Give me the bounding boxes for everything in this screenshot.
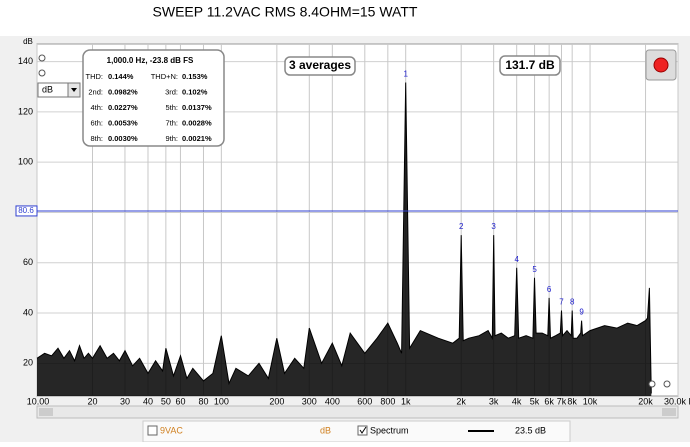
info-cell: 9th: xyxy=(165,134,178,143)
legend-trace: Spectrum xyxy=(370,425,409,435)
info-cell: 0.0137% xyxy=(182,103,212,112)
x-tick-label: 20k xyxy=(638,396,653,406)
info-cell: 0.102% xyxy=(182,87,208,96)
x-tick-label: 300 xyxy=(302,396,317,406)
spectrum-line xyxy=(36,82,652,394)
harmonic-label: 4 xyxy=(514,255,519,264)
x-tick-label: 200 xyxy=(269,396,284,406)
x-tick-label: 600 xyxy=(357,396,372,406)
x-tick-label: 30.0k Hz xyxy=(664,396,690,406)
legend-measurement: 9VAC xyxy=(160,425,183,435)
averages-box xyxy=(284,56,356,76)
harmonic-label: 2 xyxy=(459,222,464,231)
checkmark[interactable] xyxy=(359,426,367,434)
x-tick-label: 400 xyxy=(325,396,340,406)
legend-unit: dB xyxy=(320,425,331,435)
harmonic-label: 9 xyxy=(579,308,584,317)
x-tick-label: 800 xyxy=(380,396,395,406)
checkbox[interactable] xyxy=(357,425,368,436)
record-icon[interactable] xyxy=(653,57,669,73)
averages: 3 averages xyxy=(289,58,351,72)
info-cell: 7th: xyxy=(165,118,178,127)
x-tick-label: 80 xyxy=(198,396,208,406)
info-cell: 0.0021% xyxy=(182,134,212,143)
peak-readout: 131.7 dB xyxy=(505,58,555,72)
info-box xyxy=(82,49,225,147)
info-cell: THD+N: xyxy=(151,72,178,81)
x-tick-label: 4k xyxy=(512,396,522,406)
harmonic-label: 6 xyxy=(547,285,552,294)
info-cell: THD: xyxy=(86,72,104,81)
x-tick-label: 1k xyxy=(401,396,411,406)
harmonic-label: 8 xyxy=(570,298,575,307)
zoom-icon[interactable] xyxy=(38,54,46,62)
y-tick-label: 100 xyxy=(18,157,33,167)
x-tick-label: 7k xyxy=(557,396,567,406)
info-cell: 8th: xyxy=(90,134,103,143)
info-header: 1,000.0 Hz, -23.8 dB FS xyxy=(107,56,194,65)
x-tick-label: 60 xyxy=(175,396,185,406)
harmonic-label: 3 xyxy=(491,222,496,231)
x-tick-label: 100 xyxy=(214,396,229,406)
info-cell: 0.144% xyxy=(108,72,134,81)
checkbox[interactable] xyxy=(147,425,158,436)
info-cell: 0.0053% xyxy=(108,118,138,127)
cursor-label-box xyxy=(15,205,38,217)
y-tick-label: 60 xyxy=(23,257,33,267)
x-tick-label: 10k xyxy=(583,396,598,406)
cursor-label: 80.6 xyxy=(18,206,34,215)
info-cell: 0.153% xyxy=(182,72,208,81)
info-cell: 3rd: xyxy=(165,87,178,96)
x-tick-label: 40 xyxy=(143,396,153,406)
x-tick-label: 2k xyxy=(456,396,466,406)
peak-box xyxy=(499,55,561,76)
chart-title: SWEEP 11.2VAC RMS 8.4OHM=15 WATT xyxy=(153,4,418,20)
y-tick-label: 20 xyxy=(23,358,33,368)
info-cell: 0.0982% xyxy=(108,87,138,96)
info-cell: 0.0030% xyxy=(108,134,138,143)
x-tick-label: 30 xyxy=(120,396,130,406)
info-cell: 0.0028% xyxy=(182,118,212,127)
info-cell: 5th: xyxy=(165,103,178,112)
zoom-icon[interactable] xyxy=(663,380,671,388)
zoom-icon[interactable] xyxy=(38,69,46,77)
scroll-right[interactable] xyxy=(662,408,676,416)
info-cell: 4th: xyxy=(90,103,103,112)
y-tick-label: 140 xyxy=(18,56,33,66)
harmonic-label: 1 xyxy=(403,70,408,79)
x-tick-label: 8k xyxy=(567,396,577,406)
x-tick-label: 6k xyxy=(544,396,554,406)
x-tick-label: 5k xyxy=(530,396,540,406)
zoom-icon[interactable] xyxy=(648,380,656,388)
info-cell: 2nd: xyxy=(88,87,103,96)
scroll-left[interactable] xyxy=(39,408,53,416)
y-axis-label: dB xyxy=(23,37,33,46)
y-tick-label: 120 xyxy=(18,106,33,116)
legend-panel xyxy=(142,420,571,443)
harmonic-label: 5 xyxy=(532,265,537,274)
spectrum-area xyxy=(37,82,652,396)
x-tick-label: 10.00 xyxy=(27,396,50,406)
y-tick-label: 40 xyxy=(23,307,33,317)
x-tick-label: 50 xyxy=(161,396,171,406)
info-cell: 6th: xyxy=(90,118,103,127)
info-cell: 0.0227% xyxy=(108,103,138,112)
x-tick-label: 20 xyxy=(87,396,97,406)
x-tick-label: 3k xyxy=(489,396,499,406)
dropdown-arrow-icon[interactable] xyxy=(71,88,77,92)
legend-level: 23.5 dB xyxy=(515,425,546,435)
harmonic-label: 7 xyxy=(559,298,564,307)
unit-select[interactable]: dB xyxy=(42,84,53,94)
scrollbar[interactable] xyxy=(36,405,679,419)
